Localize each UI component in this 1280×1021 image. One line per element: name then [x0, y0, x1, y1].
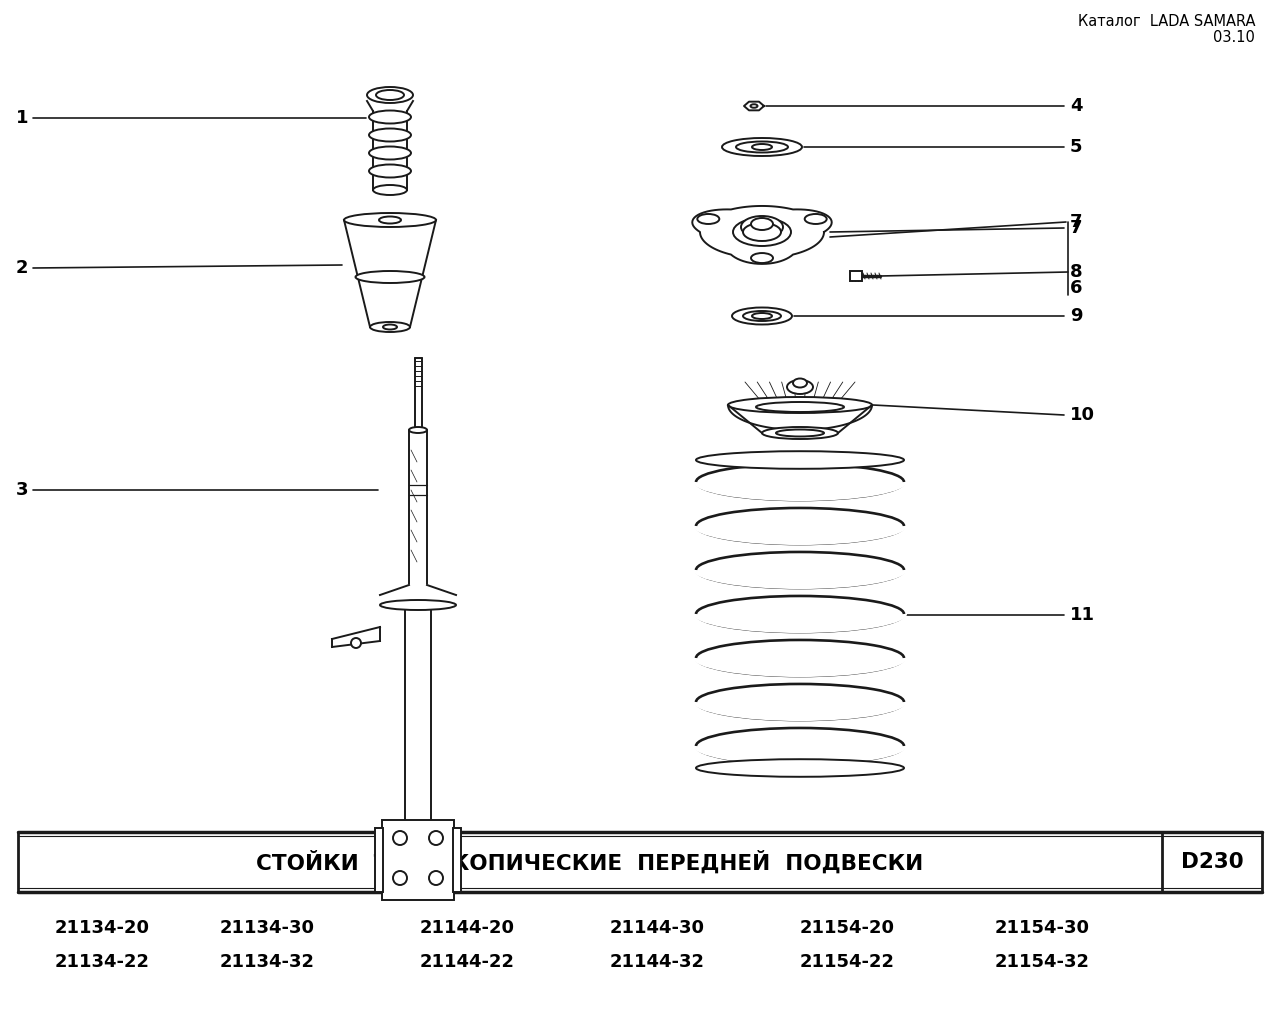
Ellipse shape: [753, 144, 772, 150]
Circle shape: [393, 831, 407, 845]
Ellipse shape: [728, 397, 872, 414]
Polygon shape: [367, 101, 413, 190]
Text: 10: 10: [1070, 406, 1094, 424]
Polygon shape: [728, 405, 872, 430]
Ellipse shape: [692, 507, 908, 545]
Text: 21134-30: 21134-30: [220, 919, 315, 937]
Text: 21144-30: 21144-30: [611, 919, 705, 937]
Text: 2: 2: [15, 259, 28, 277]
Ellipse shape: [692, 551, 908, 589]
Ellipse shape: [692, 463, 908, 501]
Text: 03.10: 03.10: [1213, 30, 1254, 45]
Ellipse shape: [753, 313, 772, 319]
Text: 21134-22: 21134-22: [55, 953, 150, 971]
Ellipse shape: [369, 129, 411, 142]
Ellipse shape: [692, 595, 908, 633]
Bar: [850, 271, 861, 281]
Text: 7: 7: [1070, 213, 1083, 231]
Ellipse shape: [692, 639, 908, 677]
Text: 21154-20: 21154-20: [800, 919, 895, 937]
Ellipse shape: [722, 138, 803, 156]
Ellipse shape: [750, 104, 758, 108]
Ellipse shape: [733, 218, 791, 246]
Ellipse shape: [383, 325, 397, 330]
Polygon shape: [344, 220, 436, 327]
Ellipse shape: [692, 727, 908, 765]
Polygon shape: [692, 206, 832, 263]
Text: 21134-32: 21134-32: [220, 953, 315, 971]
Ellipse shape: [787, 380, 813, 394]
Ellipse shape: [751, 253, 773, 263]
Text: 21144-22: 21144-22: [420, 953, 515, 971]
Ellipse shape: [696, 451, 904, 469]
Text: 6: 6: [1070, 279, 1083, 297]
Ellipse shape: [698, 214, 719, 224]
Ellipse shape: [776, 430, 824, 437]
Ellipse shape: [369, 110, 411, 124]
Circle shape: [351, 638, 361, 648]
Text: 21144-20: 21144-20: [420, 919, 515, 937]
Ellipse shape: [344, 213, 436, 227]
Bar: [453, 828, 461, 892]
Text: 9: 9: [1070, 307, 1083, 325]
Ellipse shape: [742, 223, 781, 241]
Circle shape: [429, 871, 443, 885]
Ellipse shape: [369, 164, 411, 178]
Text: Каталог  LADA SAMARA: Каталог LADA SAMARA: [1078, 14, 1254, 29]
Ellipse shape: [756, 402, 844, 412]
Ellipse shape: [741, 216, 783, 238]
Ellipse shape: [696, 760, 904, 777]
Text: 21144-32: 21144-32: [611, 953, 705, 971]
Ellipse shape: [410, 427, 428, 433]
Polygon shape: [332, 627, 380, 647]
Text: 11: 11: [1070, 606, 1094, 624]
Polygon shape: [380, 585, 456, 605]
Ellipse shape: [372, 185, 407, 195]
Ellipse shape: [379, 216, 401, 224]
Ellipse shape: [367, 87, 413, 103]
Ellipse shape: [376, 90, 404, 100]
Ellipse shape: [736, 142, 788, 152]
Ellipse shape: [794, 379, 806, 388]
Text: 21154-32: 21154-32: [995, 953, 1091, 971]
Text: 5: 5: [1070, 138, 1083, 156]
Ellipse shape: [732, 307, 792, 325]
Text: СТОЙКИ  ТЕЛЕСКОПИЧЕСКИЕ  ПЕРЕДНЕЙ  ПОДВЕСКИ: СТОЙКИ ТЕЛЕСКОПИЧЕСКИЕ ПЕРЕДНЕЙ ПОДВЕСКИ: [256, 850, 924, 874]
Text: 4: 4: [1070, 97, 1083, 115]
Text: 21154-30: 21154-30: [995, 919, 1091, 937]
Ellipse shape: [369, 146, 411, 159]
Text: D230: D230: [1180, 852, 1243, 872]
Circle shape: [393, 871, 407, 885]
Ellipse shape: [380, 600, 456, 610]
Text: 8: 8: [1070, 263, 1083, 281]
Bar: [381, 820, 454, 900]
Ellipse shape: [692, 683, 908, 721]
Ellipse shape: [762, 427, 838, 439]
Text: 1: 1: [15, 109, 28, 127]
Circle shape: [429, 831, 443, 845]
Text: 7: 7: [1070, 218, 1083, 237]
Ellipse shape: [742, 311, 781, 321]
Text: 21154-22: 21154-22: [800, 953, 895, 971]
Ellipse shape: [370, 322, 410, 332]
Polygon shape: [744, 102, 764, 110]
Bar: [375, 828, 383, 892]
Text: 3: 3: [15, 481, 28, 499]
Ellipse shape: [805, 214, 827, 224]
Text: 21134-20: 21134-20: [55, 919, 150, 937]
Ellipse shape: [356, 271, 425, 283]
Ellipse shape: [751, 218, 773, 230]
